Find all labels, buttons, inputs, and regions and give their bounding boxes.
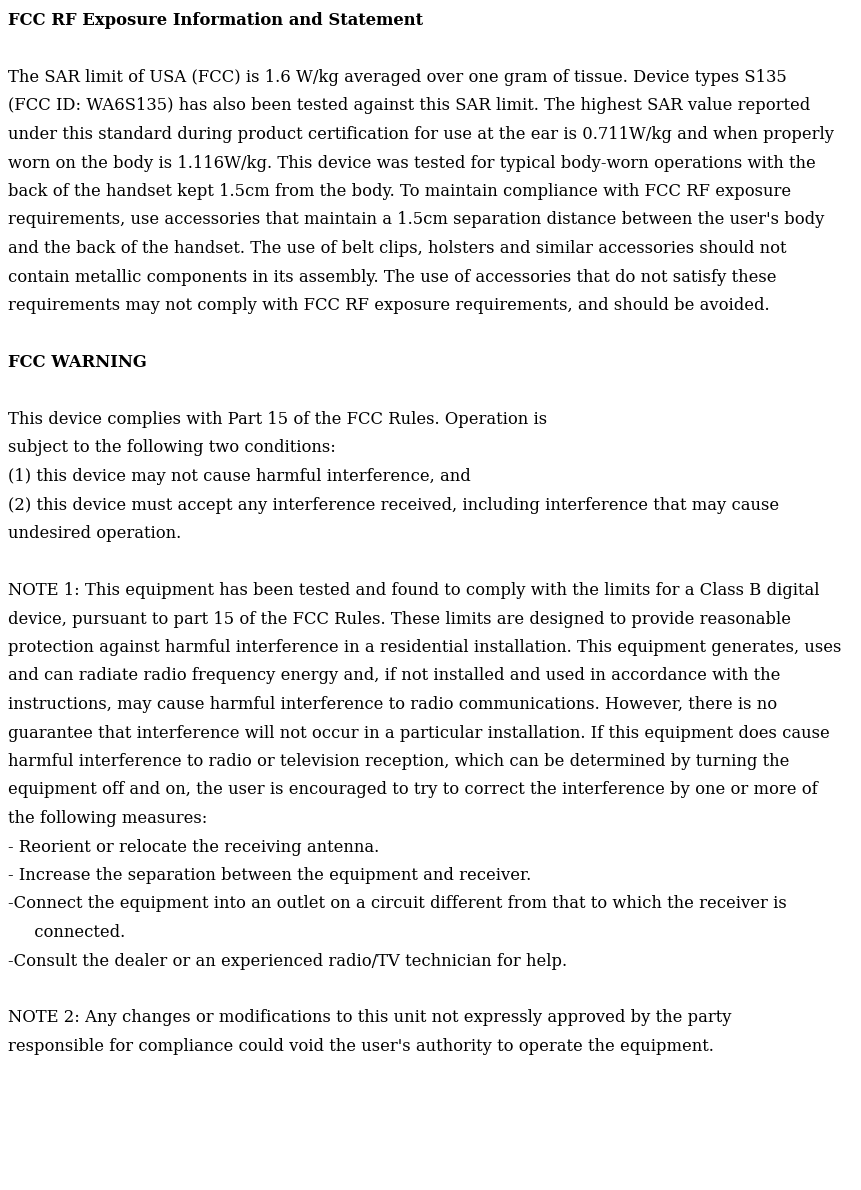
Text: and can radiate radio frequency energy and, if not installed and used in accorda: and can radiate radio frequency energy a… bbox=[8, 668, 780, 684]
Text: protection against harmful interference in a residential installation. This equi: protection against harmful interference … bbox=[8, 639, 841, 656]
Text: requirements, use accessories that maintain a 1.5cm separation distance between : requirements, use accessories that maint… bbox=[8, 212, 824, 228]
Text: under this standard during product certification for use at the ear is 0.711W/kg: under this standard during product certi… bbox=[8, 126, 834, 143]
Text: - Reorient or relocate the receiving antenna.: - Reorient or relocate the receiving ant… bbox=[8, 839, 379, 856]
Text: harmful interference to radio or television reception, which can be determined b: harmful interference to radio or televis… bbox=[8, 753, 790, 770]
Text: subject to the following two conditions:: subject to the following two conditions: bbox=[8, 439, 336, 457]
Text: (FCC ID: WA6S135) has also been tested against this SAR limit. The highest SAR v: (FCC ID: WA6S135) has also been tested a… bbox=[8, 98, 810, 114]
Text: - Increase the separation between the equipment and receiver.: - Increase the separation between the eq… bbox=[8, 868, 531, 884]
Text: -Consult the dealer or an experienced radio/TV technician for help.: -Consult the dealer or an experienced ra… bbox=[8, 952, 567, 970]
Text: NOTE 1: This equipment has been tested and found to comply with the limits for a: NOTE 1: This equipment has been tested a… bbox=[8, 582, 820, 599]
Text: equipment off and on, the user is encouraged to try to correct the interference : equipment off and on, the user is encour… bbox=[8, 782, 818, 798]
Text: This device complies with Part 15 of the FCC Rules. Operation is: This device complies with Part 15 of the… bbox=[8, 411, 547, 428]
Text: guarantee that interference will not occur in a particular installation. If this: guarantee that interference will not occ… bbox=[8, 725, 830, 741]
Text: instructions, may cause harmful interference to radio communications. However, t: instructions, may cause harmful interfer… bbox=[8, 696, 777, 713]
Text: responsible for compliance could void the user's authority to operate the equipm: responsible for compliance could void th… bbox=[8, 1038, 714, 1056]
Text: (2) this device must accept any interference received, including interference th: (2) this device must accept any interfer… bbox=[8, 496, 779, 514]
Text: and the back of the handset. The use of belt clips, holsters and similar accesso: and the back of the handset. The use of … bbox=[8, 240, 786, 257]
Text: device, pursuant to part 15 of the FCC Rules. These limits are designed to provi: device, pursuant to part 15 of the FCC R… bbox=[8, 610, 791, 627]
Text: back of the handset kept 1.5cm from the body. To maintain compliance with FCC RF: back of the handset kept 1.5cm from the … bbox=[8, 183, 791, 200]
Text: contain metallic components in its assembly. The use of accessories that do not : contain metallic components in its assem… bbox=[8, 269, 777, 286]
Text: FCC WARNING: FCC WARNING bbox=[8, 353, 146, 371]
Text: -Connect the equipment into an outlet on a circuit different from that to which : -Connect the equipment into an outlet on… bbox=[8, 896, 787, 913]
Text: the following measures:: the following measures: bbox=[8, 810, 208, 827]
Text: NOTE 2: Any changes or modifications to this unit not expressly approved by the : NOTE 2: Any changes or modifications to … bbox=[8, 1009, 732, 1027]
Text: The SAR limit of USA (FCC) is 1.6 W/kg averaged over one gram of tissue. Device : The SAR limit of USA (FCC) is 1.6 W/kg a… bbox=[8, 69, 787, 86]
Text: FCC RF Exposure Information and Statement: FCC RF Exposure Information and Statemen… bbox=[8, 12, 423, 29]
Text: connected.: connected. bbox=[8, 923, 125, 941]
Text: undesired operation.: undesired operation. bbox=[8, 525, 182, 541]
Text: (1) this device may not cause harmful interference, and: (1) this device may not cause harmful in… bbox=[8, 468, 471, 486]
Text: requirements may not comply with FCC RF exposure requirements, and should be avo: requirements may not comply with FCC RF … bbox=[8, 298, 770, 314]
Text: worn on the body is 1.116W/kg. This device was tested for typical body-worn oper: worn on the body is 1.116W/kg. This devi… bbox=[8, 155, 815, 171]
